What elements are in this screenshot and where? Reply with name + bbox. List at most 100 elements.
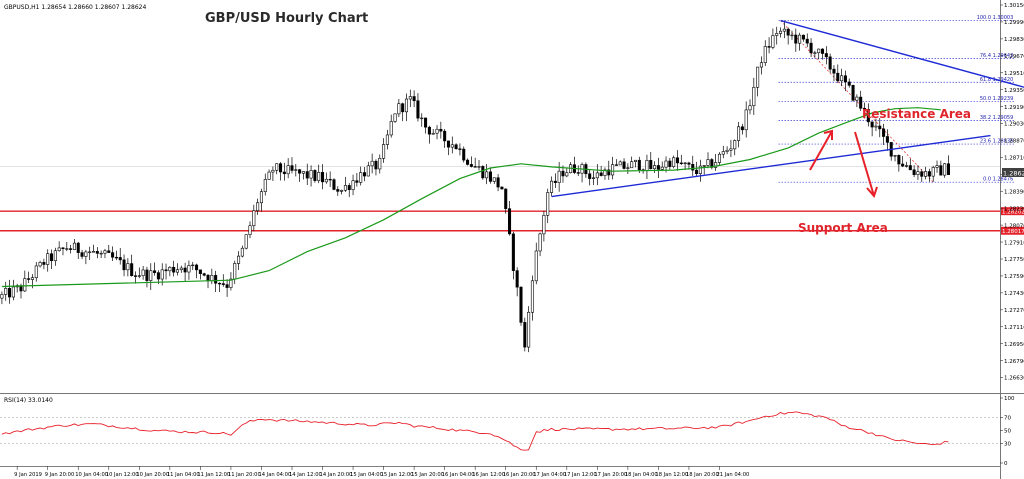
candle-body [820, 48, 825, 54]
candle-body [508, 208, 512, 235]
candle-body [282, 171, 286, 175]
candle-body [527, 311, 531, 348]
candle-body [362, 172, 367, 177]
time-tick-label: 11 Jan 20:00 [228, 472, 261, 478]
time-tick-label: 16 Jan 20:00 [503, 472, 536, 478]
candle-body [901, 163, 905, 167]
candle-body [733, 140, 737, 150]
candle-body [99, 252, 103, 255]
candle-body [393, 113, 397, 122]
chart-title: GBP/USD Hourly Chart [205, 11, 368, 26]
candle-body [515, 270, 519, 288]
candle-body [404, 98, 409, 113]
candle-body [107, 250, 111, 253]
candle-body [259, 191, 263, 204]
candle-body [882, 128, 886, 137]
time-tick-label: 17 Jan 20:00 [594, 472, 627, 478]
up-arrow [809, 129, 833, 171]
candle-body [46, 253, 50, 265]
moving-average-line [1, 107, 941, 288]
candle-body [42, 262, 46, 265]
candle-body [744, 109, 748, 131]
candle-body [401, 103, 405, 113]
candle-body [118, 257, 122, 261]
candle-body [931, 167, 935, 177]
candle-body [500, 186, 504, 190]
fib-level-label: 38.2 1.29059 [980, 115, 1013, 121]
candle-body [874, 125, 878, 128]
candle-body [523, 322, 527, 348]
candle-body [664, 160, 668, 168]
candle-body [416, 100, 420, 119]
candle-body [824, 53, 828, 58]
time-tick-label: 15 Jan 20:00 [411, 472, 444, 478]
candle-body [347, 185, 351, 190]
candle-body [76, 242, 80, 253]
candle-body [737, 126, 741, 141]
candle-body [427, 126, 431, 135]
price-tick-label: 1.27270 [1004, 308, 1024, 314]
candle-body [294, 169, 298, 171]
candle-body [591, 177, 596, 179]
support-price-label: 1.28202 [1002, 209, 1024, 215]
time-tick-label: 15 Jan 04:00 [350, 472, 383, 478]
candle-body [172, 266, 176, 273]
candle-body [336, 189, 340, 192]
candle-body [214, 275, 218, 284]
candle-body [916, 171, 920, 175]
candle-body [702, 165, 706, 167]
candle-body [859, 96, 863, 109]
price-tick-label: 1.28230 [1004, 206, 1024, 212]
candle-body [691, 164, 695, 171]
candle-body [114, 256, 118, 259]
price-tick-label: 1.26630 [1004, 376, 1024, 382]
candle-body [65, 248, 69, 250]
price-tick-label: 1.27590 [1004, 274, 1024, 280]
candle-body [653, 165, 657, 170]
time-tick-label: 14 Jan 20:00 [320, 472, 353, 478]
candle-body [714, 162, 718, 168]
candle-body [275, 163, 279, 171]
candle-body [290, 165, 294, 171]
candle-body [23, 278, 27, 292]
candle-body [550, 180, 554, 193]
candle-body [313, 170, 317, 181]
candle-body [351, 180, 355, 190]
candle-body [168, 266, 172, 272]
candle-body [95, 251, 99, 254]
rsi-tick-label: 30 [1004, 442, 1011, 448]
candle-body [660, 166, 664, 170]
time-tick-label: 21 Jan 04:00 [716, 472, 749, 478]
time-tick-label: 10 Jan 12:00 [106, 472, 139, 478]
candle-body [34, 265, 38, 278]
candle-body [279, 163, 283, 173]
candle-body [248, 225, 252, 235]
time-tick-label: 9 Jan 20:00 [45, 472, 75, 478]
candle-body [920, 171, 924, 177]
candle-body [622, 161, 626, 169]
fib-level-label: 23.6 1.28836 [980, 139, 1013, 145]
candle-body [767, 46, 771, 48]
candle-body [462, 148, 466, 161]
candle-body [408, 96, 412, 100]
candle-body [813, 52, 817, 54]
candle-body [790, 34, 794, 37]
time-tick-label: 14 Jan 04:00 [258, 472, 291, 478]
main-plot-area [0, 0, 1000, 393]
candle-body [382, 144, 386, 159]
candle-body [206, 274, 210, 282]
candle-body [656, 165, 660, 170]
candle-body [798, 34, 802, 44]
candle-body [88, 251, 92, 253]
time-tick-label: 14 Jan 12:00 [289, 472, 322, 478]
candle-body [221, 283, 225, 285]
candle-body [164, 269, 168, 272]
candle-body [645, 160, 649, 171]
time-tick-label: 10 Jan 04:00 [75, 472, 108, 478]
candle-body [832, 68, 836, 74]
time-tick-label: 17 Jan 12:00 [564, 472, 597, 478]
candle-body [267, 171, 271, 180]
candle-body [320, 172, 325, 183]
candle-body [542, 215, 546, 235]
price-tick-label: 1.28870 [1004, 139, 1024, 145]
